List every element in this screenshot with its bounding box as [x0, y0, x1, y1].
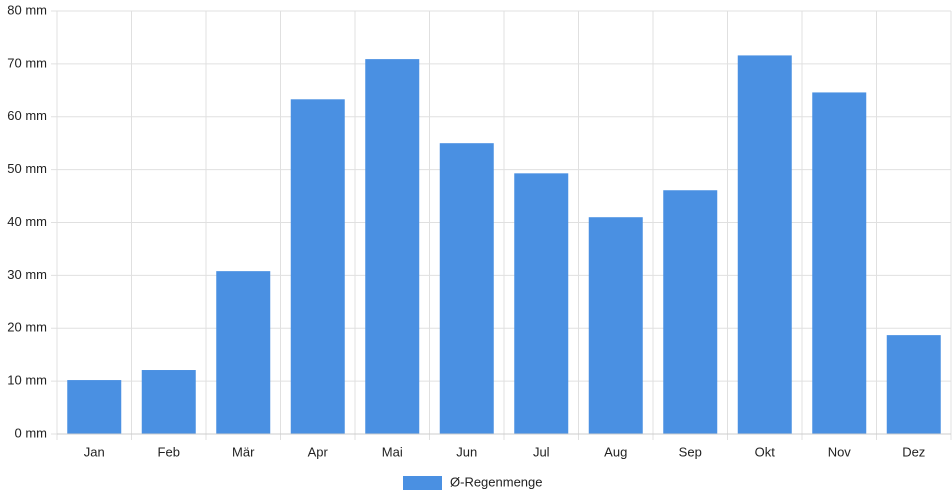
bar: [737, 55, 792, 434]
x-tick-label: Mai: [382, 444, 403, 459]
y-tick-label: 10 mm: [7, 373, 47, 388]
x-tick-label: Apr: [308, 444, 329, 459]
y-tick-label: 30 mm: [7, 267, 47, 282]
x-tick-label: Jul: [533, 444, 550, 459]
x-tick-label: Jun: [456, 444, 477, 459]
x-tick-label: Jan: [84, 444, 105, 459]
y-tick-label: 40 mm: [7, 214, 47, 229]
bar: [886, 335, 941, 434]
x-tick-label: Aug: [604, 444, 627, 459]
y-tick-label: 70 mm: [7, 55, 47, 70]
x-tick-label: Dez: [902, 444, 925, 459]
legend-swatch: [403, 476, 442, 490]
bar: [67, 380, 122, 434]
y-tick-label: 0 mm: [15, 425, 48, 440]
x-tick-label: Okt: [755, 444, 776, 459]
bar: [439, 143, 494, 434]
y-tick-label: 80 mm: [7, 2, 47, 17]
bar: [290, 99, 345, 435]
bar: [663, 190, 718, 434]
y-tick-label: 50 mm: [7, 161, 47, 176]
bar: [141, 370, 196, 434]
x-tick-label: Mär: [232, 444, 255, 459]
bar: [514, 173, 569, 435]
x-tick-label: Nov: [828, 444, 852, 459]
x-tick-label: Sep: [679, 444, 702, 459]
x-tick-label: Feb: [158, 444, 180, 459]
bar: [216, 271, 271, 434]
bar: [365, 59, 420, 435]
y-tick-label: 20 mm: [7, 320, 47, 335]
legend-label: Ø-Regenmenge: [450, 474, 543, 489]
bar: [812, 92, 867, 435]
y-tick-label: 60 mm: [7, 108, 47, 123]
bar: [588, 217, 643, 434]
